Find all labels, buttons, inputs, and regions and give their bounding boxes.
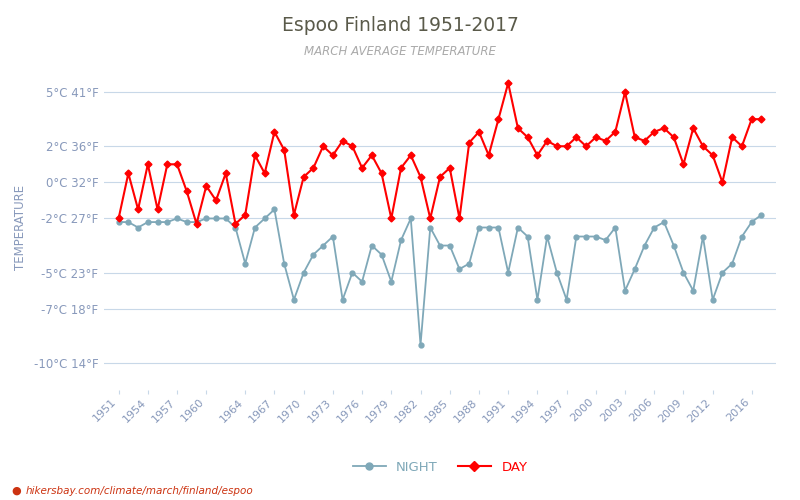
Text: ●: ● (11, 486, 21, 496)
Text: hikersbay.com/climate/march/finland/espoo: hikersbay.com/climate/march/finland/espo… (26, 486, 254, 496)
Y-axis label: TEMPERATURE: TEMPERATURE (14, 185, 27, 270)
Legend: NIGHT, DAY: NIGHT, DAY (347, 456, 533, 479)
Text: Espoo Finland 1951-2017: Espoo Finland 1951-2017 (282, 16, 518, 35)
Text: MARCH AVERAGE TEMPERATURE: MARCH AVERAGE TEMPERATURE (304, 45, 496, 58)
